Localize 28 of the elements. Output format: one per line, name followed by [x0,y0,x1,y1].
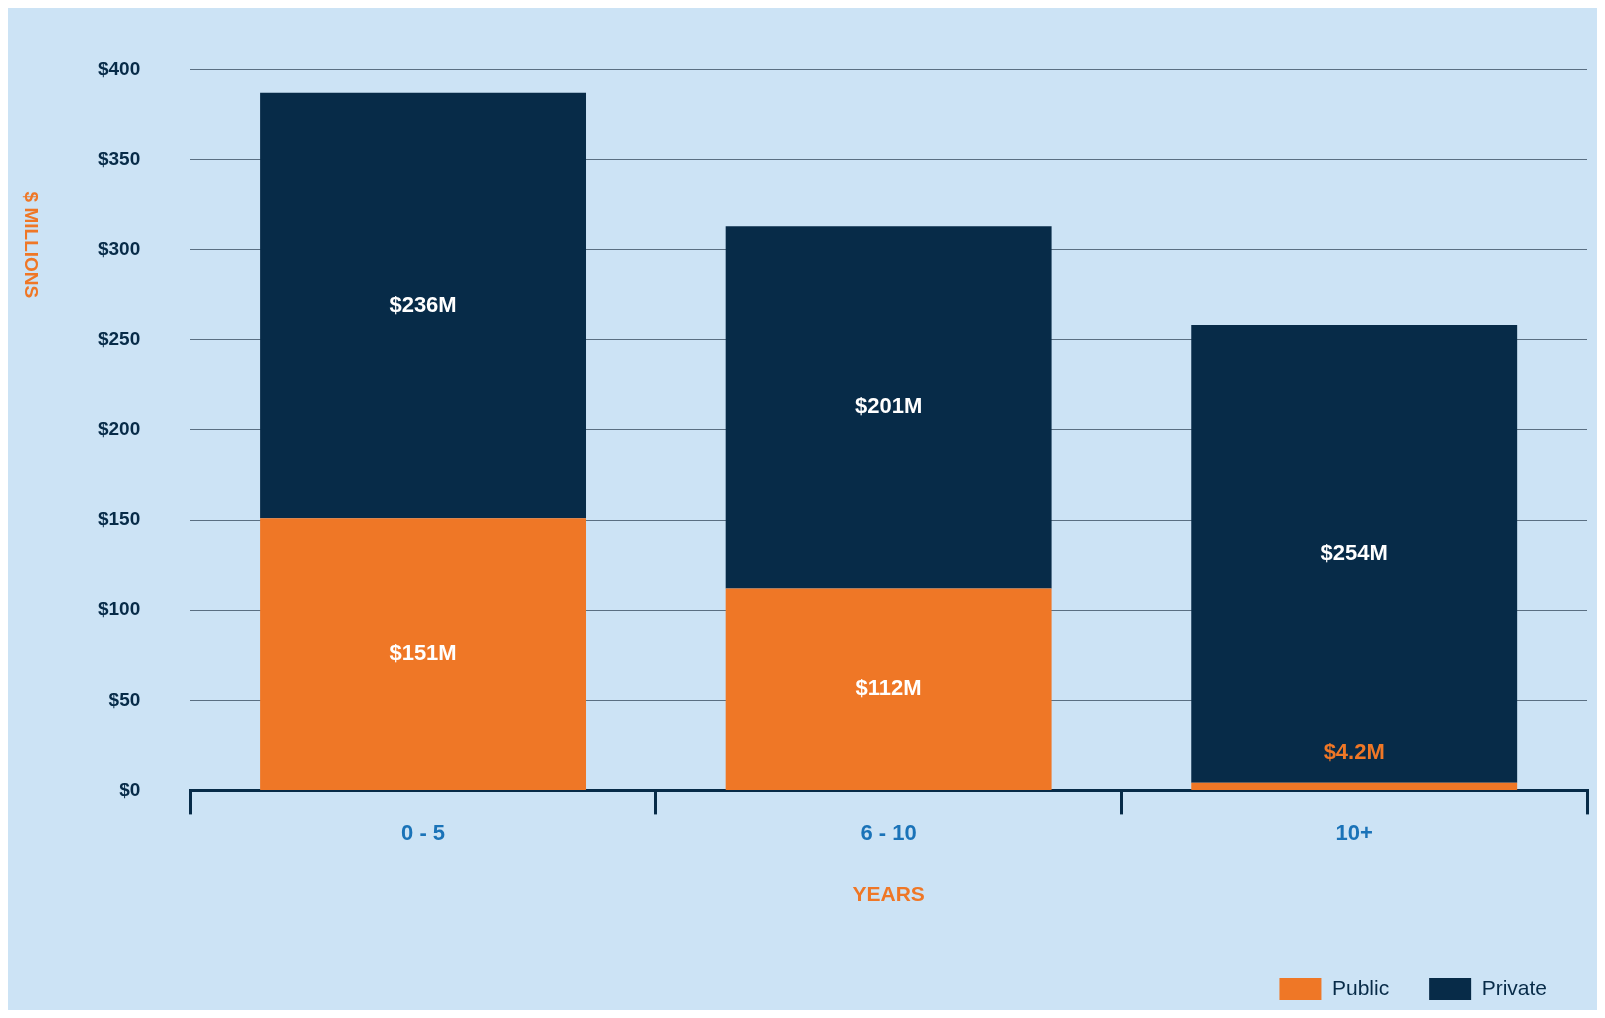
bar [260,518,587,790]
bar [725,226,1052,589]
legend-label: Public [1331,975,1390,999]
y-tick-label: $50 [108,688,141,710]
y-tick-label: $150 [97,508,141,530]
x-axis-title: YEARS [852,882,925,906]
y-tick-label: $100 [97,598,141,620]
bar [260,92,587,519]
x-tick-label: 10+ [1335,819,1373,845]
data-label: $254M [1320,539,1388,565]
bar [1191,782,1518,790]
y-tick-label: $0 [119,778,141,800]
y-tick-label: $350 [97,147,141,169]
data-label: $4.2M [1323,738,1385,764]
x-tick-label: 0 - 5 [401,819,446,845]
data-label: $201M [854,393,923,419]
legend-label: Private [1481,975,1547,999]
y-tick-label: $250 [97,328,141,350]
y-tick-label: $300 [97,237,141,259]
y-tick-label: $400 [97,57,141,79]
x-tick-label: 6 - 10 [860,819,917,845]
data-label: $236M [389,291,457,317]
data-label: $151M [389,640,457,666]
data-label: $112M [855,675,922,701]
bar [725,588,1052,790]
bar [1191,325,1518,783]
y-axis-title: $ MILLIONS [20,191,42,299]
y-tick-label: $200 [97,418,141,440]
